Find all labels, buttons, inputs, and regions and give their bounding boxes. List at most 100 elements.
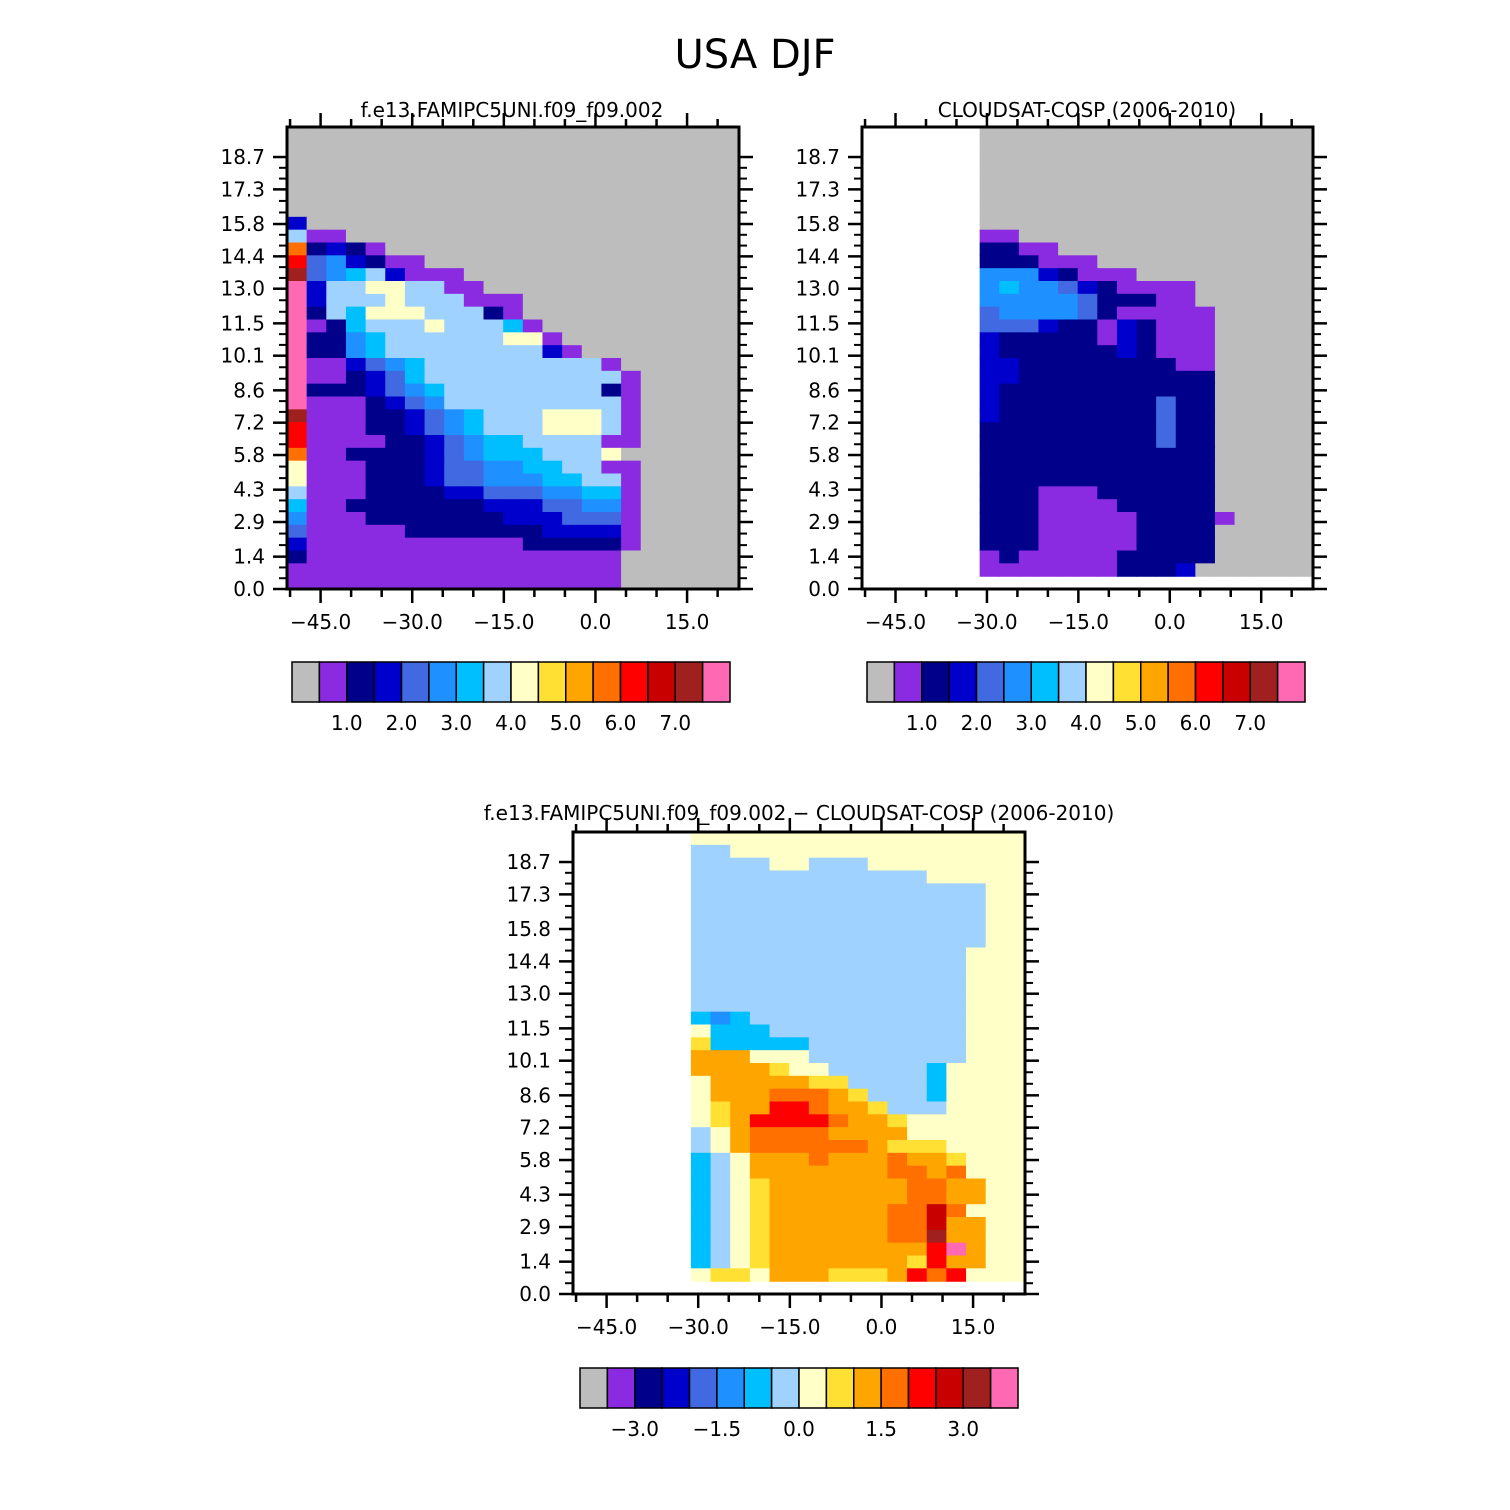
heatmap-cell [1254, 255, 1275, 269]
heatmap-cell [719, 127, 740, 141]
heatmap-cell [463, 139, 485, 154]
heatmap-cell [463, 255, 485, 269]
heatmap-cell [789, 896, 810, 910]
heatmap-cell [1273, 524, 1294, 539]
heatmap-cell [1038, 358, 1059, 372]
heatmap-cell [326, 499, 347, 513]
heatmap-cell [926, 1050, 947, 1064]
heatmap-cell [808, 998, 830, 1013]
heatmap-cell [1293, 512, 1314, 526]
heatmap-cell [581, 537, 603, 552]
heatmap-cell [640, 409, 661, 423]
heatmap-cell [1214, 383, 1236, 398]
heatmap-cell [946, 921, 967, 936]
heatmap-cell [365, 524, 386, 539]
heatmap-cell [1175, 370, 1196, 385]
heatmap-cell [483, 178, 504, 192]
heatmap-cell [424, 255, 445, 269]
heatmap-cell [444, 293, 465, 308]
heatmap-cell [542, 165, 563, 179]
heatmap-cell [1038, 268, 1059, 282]
heatmap-cell [690, 1075, 712, 1090]
colorbar-swatch [400, 661, 430, 703]
heatmap-cell [345, 409, 367, 423]
colorbar-swatch [948, 661, 978, 703]
heatmap-cell [1273, 152, 1294, 167]
heatmap-cell [887, 1114, 908, 1128]
heatmap-cell [979, 268, 1000, 282]
heatmap-cell [867, 1268, 889, 1282]
heatmap-cell [1234, 139, 1255, 154]
heatmap-cell [1214, 550, 1236, 564]
heatmap-cell [542, 139, 563, 154]
heatmap-cell [749, 1075, 771, 1090]
heatmap-cell [1077, 178, 1098, 192]
heatmap-cell [1254, 281, 1275, 295]
heatmap-cell [999, 409, 1020, 423]
heatmap-cell [640, 152, 661, 167]
heatmap-cell [365, 255, 386, 269]
heatmap-cell [1273, 460, 1294, 475]
heatmap-cell [1175, 229, 1196, 244]
heatmap-cell [562, 460, 583, 475]
heatmap-cell [966, 1268, 987, 1282]
heatmap-cell [1058, 306, 1079, 321]
heatmap-cell [365, 319, 386, 333]
heatmap-cell [621, 499, 642, 513]
heatmap-cell [483, 370, 504, 385]
heatmap-cell [979, 281, 1000, 295]
heatmap-cell [1038, 447, 1059, 462]
heatmap-cell [1195, 281, 1216, 295]
heatmap-cell [1116, 396, 1138, 410]
heatmap-cell [503, 524, 524, 539]
heatmap-cell [306, 268, 327, 282]
heatmap-cell [326, 550, 347, 564]
heatmap-cell [1273, 383, 1294, 398]
heatmap-cell [581, 486, 603, 500]
heatmap-cell [1136, 563, 1157, 577]
heatmap-cell [946, 973, 967, 987]
heatmap-cell [345, 460, 367, 475]
heatmap-cell [463, 306, 485, 321]
heatmap-cell [907, 1217, 928, 1231]
heatmap-cell [463, 524, 485, 539]
heatmap-cell [345, 178, 367, 192]
y-axis: 0.01.42.94.35.87.28.610.111.513.014.415.… [220, 145, 753, 601]
heatmap-cell [979, 229, 1000, 244]
heatmap-cell [867, 1024, 889, 1038]
heatmap-cell [483, 319, 504, 333]
heatmap-cell [966, 1114, 987, 1128]
heatmap-cell [306, 576, 327, 590]
heatmap-cell [1018, 383, 1040, 398]
heatmap-cell [979, 524, 1000, 539]
heatmap-cell [699, 435, 720, 449]
heatmap-cell [621, 396, 642, 410]
heatmap-cell [1038, 332, 1059, 346]
heatmap-cell [581, 550, 603, 564]
x-tick-label: −15.0 [473, 610, 534, 634]
heatmap-cell [601, 409, 622, 423]
heatmap-cell [1136, 191, 1157, 205]
heatmap-cell [1005, 1114, 1026, 1128]
heatmap-cell [345, 422, 367, 436]
heatmap-cell [749, 1152, 771, 1167]
heatmap-cell [1136, 409, 1157, 423]
heatmap-cell [1077, 512, 1098, 526]
heatmap-cell [326, 486, 347, 500]
heatmap-cell [365, 435, 386, 449]
heatmap-cell [404, 281, 426, 295]
heatmap-cell [1077, 165, 1098, 179]
heatmap-cell [710, 1152, 731, 1167]
heatmap-cell [1273, 563, 1294, 577]
heatmap-cell [1175, 486, 1196, 500]
heatmap-cell [287, 524, 308, 539]
heatmap-cell [483, 127, 504, 141]
heatmap-cell [1058, 229, 1079, 244]
heatmap-cell [1058, 358, 1079, 372]
heatmap-cell [1214, 268, 1236, 282]
heatmap-cell [601, 447, 622, 462]
heatmap-cell [789, 921, 810, 936]
plot-frame [285, 125, 741, 591]
heatmap-cell [1136, 319, 1157, 333]
heatmap-cell [1234, 345, 1255, 359]
